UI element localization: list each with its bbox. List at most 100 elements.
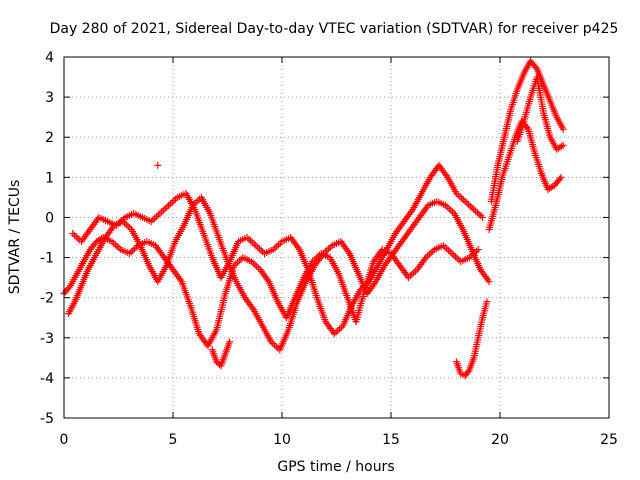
data-point-track-c: [154, 211, 162, 219]
data-point-track-c: [470, 205, 478, 213]
data-point-track-c: [334, 327, 342, 335]
data-point-track-c: [337, 323, 345, 331]
data-point-track-a: [406, 272, 414, 280]
data-point-track-c: [275, 241, 283, 249]
data-point-track-c: [152, 213, 160, 221]
data-point-track-c: [243, 234, 251, 241]
x-tick-label: 5: [169, 432, 178, 448]
data-point-track-c: [112, 221, 120, 229]
data-point-track-c: [69, 229, 77, 237]
data-point-track-c: [273, 242, 281, 250]
data-point-track-b: [447, 206, 455, 214]
data-point-track-c: [356, 286, 364, 294]
data-point-track-a: [113, 242, 121, 250]
data-point-track-b: [319, 250, 327, 258]
y-tick-label: 2: [45, 130, 54, 146]
data-point-track-b: [326, 243, 334, 251]
data-point-track-d: [226, 338, 234, 346]
data-point-track-a: [424, 252, 432, 260]
data-point-track-a: [176, 276, 184, 284]
x-tick-label: 0: [60, 432, 69, 448]
data-point-track-c: [114, 220, 122, 228]
data-point-track-c: [463, 199, 471, 207]
chart-title: Day 280 of 2021, Sidereal Day-to-day VTE…: [50, 21, 619, 37]
data-point-track-g: [557, 173, 565, 181]
data-point-track-c: [271, 244, 279, 252]
data-point-track-c: [170, 197, 178, 205]
data-point-track-c: [259, 248, 267, 256]
data-point-track-b: [194, 197, 202, 205]
data-point-track-f: [532, 63, 540, 71]
data-point-track-a: [108, 238, 116, 246]
data-point-track-a: [445, 246, 453, 254]
data-point-track-c: [161, 205, 169, 213]
data-point-track-b: [248, 304, 256, 312]
data-point-track-a: [131, 245, 139, 253]
data-point-track-a: [408, 270, 416, 278]
data-point-track-b: [126, 224, 134, 232]
data-point-track-a: [455, 256, 463, 264]
data-point-track-c: [408, 207, 416, 215]
data-point-track-c: [70, 231, 78, 239]
data-point-track-c: [254, 243, 262, 251]
data-point-track-a: [453, 254, 461, 262]
data-point-track-b: [272, 343, 280, 351]
data-point-track-c: [362, 281, 370, 289]
data-point-track-b: [445, 205, 453, 213]
data-point-track-c: [458, 194, 466, 202]
data-point-track-c: [479, 213, 487, 221]
data-point-track-a: [443, 245, 451, 253]
data-point-track-c: [475, 210, 483, 218]
plot-frame: [63, 56, 610, 419]
data-point-track-c: [466, 202, 474, 210]
data-point-track-a: [115, 244, 123, 252]
data-point-track-c: [461, 197, 469, 205]
data-point-track-a: [452, 253, 460, 261]
data-point-track-c: [276, 239, 284, 247]
data-point-track-c: [477, 212, 485, 220]
data-point-track-c: [72, 233, 80, 241]
data-point-track-b: [318, 251, 326, 259]
data-point-track-c: [247, 237, 255, 245]
data-point-track-b: [442, 201, 449, 209]
data-point-track-c: [452, 189, 460, 197]
y-tick-label: 0: [45, 210, 54, 226]
data-point-track-b: [269, 339, 277, 347]
y-tick-label: 4: [45, 50, 54, 66]
data-point-track-c: [168, 198, 176, 206]
data-point-track-c: [116, 218, 124, 226]
data-point-track-a: [65, 283, 73, 291]
data-point-track-c: [163, 203, 171, 211]
data-point-track-c: [336, 325, 344, 333]
data-point-track-b: [271, 341, 279, 349]
axis-ticks: 0 5 10 15 20 25 -5 -4 -3 -2 -1 0 1 2 3 4: [40, 50, 618, 448]
data-point-track-b: [448, 208, 456, 216]
data-point-track-c: [252, 242, 260, 250]
data-point-track-c: [255, 245, 263, 253]
data-point-track-b: [122, 221, 130, 229]
data-point-track-c: [468, 204, 476, 212]
data-point-track-a: [264, 276, 272, 284]
y-tick-label: -5: [40, 411, 54, 427]
data-point-track-a: [446, 248, 454, 256]
data-point-track-a: [254, 264, 262, 272]
x-tick-label: 15: [382, 432, 400, 448]
data-point-track-a: [232, 260, 240, 268]
data-point-track-a: [110, 239, 118, 247]
data-point-track-a: [111, 241, 119, 249]
data-point-track-e: [464, 367, 472, 375]
data-point-track-a: [235, 257, 243, 265]
data-point-track-b: [344, 248, 352, 256]
data-point-track-c: [165, 201, 173, 209]
data-point-track-g: [556, 175, 564, 183]
data-point-track-b: [124, 222, 132, 230]
data-point-track-a: [127, 248, 135, 256]
data-point-track-c: [118, 217, 126, 225]
y-tick-label: -1: [40, 251, 54, 267]
data-point-track-c: [473, 209, 481, 217]
data-point-track-c: [156, 209, 164, 217]
data-point-track-c: [166, 200, 174, 208]
data-point-track-c: [159, 206, 167, 214]
data-point-track-a: [234, 258, 242, 266]
